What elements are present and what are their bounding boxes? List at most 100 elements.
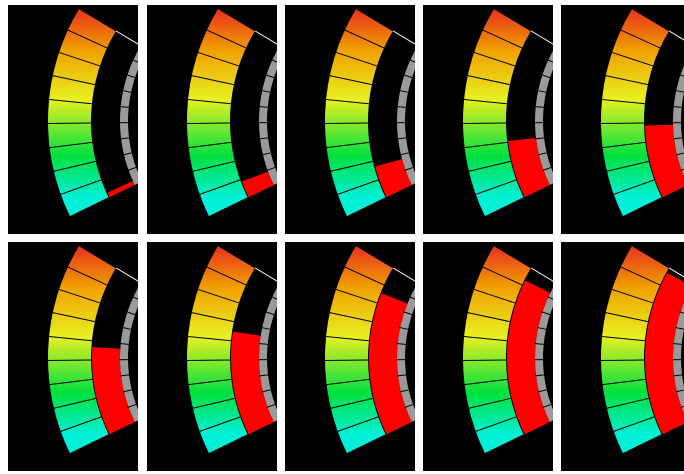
track-divider: [259, 137, 269, 140]
track-divider: [266, 403, 276, 408]
scale-divider: [199, 179, 241, 195]
track-divider: [127, 403, 137, 408]
gauge-track: [397, 50, 415, 185]
track-divider: [271, 59, 277, 63]
scale-end: [493, 245, 532, 269]
scale-divider: [601, 122, 645, 125]
scale-end: [622, 434, 662, 455]
scale-divider: [467, 312, 510, 323]
scale-divider: [463, 359, 507, 362]
scale-divider: [606, 397, 649, 409]
gauge-color-scale: [48, 8, 116, 217]
track-divider: [132, 296, 138, 300]
track-divider: [547, 296, 553, 300]
scale-divider: [473, 51, 516, 67]
track-divider: [271, 296, 277, 300]
scale-divider: [606, 160, 649, 172]
gauge-top-cap: [668, 30, 684, 41]
gauge-panel-2: [147, 5, 277, 234]
track-divider: [265, 311, 275, 316]
scale-divider: [197, 288, 240, 304]
gauge-level-fill: [645, 272, 684, 435]
gauge-color-scale: [463, 8, 531, 217]
track-divider: [122, 89, 132, 93]
track-divider: [404, 166, 414, 171]
track-divider: [409, 59, 415, 63]
gauge-panel-10: [561, 242, 684, 471]
scale-end: [493, 8, 532, 32]
track-divider: [673, 374, 683, 377]
track-divider: [122, 326, 132, 330]
track-divider: [261, 326, 271, 330]
scale-divider: [335, 51, 378, 67]
scale-divider: [206, 266, 247, 286]
scale-divider: [49, 141, 93, 149]
scale-divider: [330, 397, 373, 409]
scale-divider: [191, 312, 234, 323]
scale-divider: [52, 312, 95, 323]
scale-end: [208, 197, 248, 218]
track-divider: [397, 374, 407, 377]
track-divider: [120, 374, 130, 377]
track-divider: [399, 389, 409, 393]
scale-divider: [602, 378, 646, 386]
scale-divider: [620, 266, 661, 286]
gauge-panel-1: [8, 5, 138, 234]
gauge-track: [535, 50, 553, 185]
scale-divider: [605, 312, 648, 323]
scale-end: [484, 434, 524, 455]
scale-divider: [188, 141, 232, 149]
gauge-top-cap: [530, 267, 553, 282]
scale-divider: [605, 75, 648, 86]
scale-end: [217, 245, 256, 269]
scale-divider: [611, 51, 654, 67]
gauge-color-scale: [601, 245, 669, 454]
gauge-track: [397, 287, 415, 422]
track-divider: [122, 152, 132, 156]
gauge-panel-8: [285, 242, 415, 471]
track-divider: [119, 105, 129, 108]
scale-end: [484, 197, 524, 218]
track-divider: [126, 311, 136, 316]
scale-divider: [53, 160, 96, 172]
scale-end: [346, 434, 386, 455]
track-divider: [542, 403, 552, 408]
scale-end: [69, 434, 109, 455]
scale-end: [355, 245, 394, 269]
track-divider: [399, 89, 409, 93]
gauge-level-fill: [375, 159, 412, 198]
track-divider: [119, 342, 129, 345]
scale-end: [217, 8, 256, 32]
scale-divider: [188, 378, 232, 386]
scale-divider: [337, 416, 379, 432]
scale-divider: [206, 29, 247, 49]
scale-divider: [197, 51, 240, 67]
scale-divider: [49, 378, 93, 386]
gauge-top-cap: [254, 267, 277, 282]
track-divider: [535, 374, 545, 377]
gauge-panel-5: [561, 5, 684, 234]
gauge-top-cap: [115, 30, 138, 45]
scale-divider: [188, 335, 231, 342]
scale-end: [631, 8, 670, 32]
scale-divider: [613, 416, 655, 432]
gauge-color-scale: [187, 245, 255, 454]
scale-end: [78, 245, 117, 269]
track-divider: [261, 89, 271, 93]
track-divider: [396, 105, 406, 108]
scale-divider: [464, 98, 507, 105]
track-divider: [537, 89, 547, 93]
gauge-top-cap: [115, 267, 138, 282]
scale-divider: [468, 397, 511, 409]
gauge-color-scale: [325, 8, 393, 217]
scale-end: [622, 197, 662, 218]
scale-divider: [329, 75, 372, 86]
scale-divider: [326, 98, 369, 105]
scale-end: [208, 434, 248, 455]
scale-divider: [191, 75, 234, 86]
scale-divider: [464, 335, 507, 342]
gauge-color-scale: [187, 8, 255, 217]
gauge-top-cap: [668, 267, 684, 278]
gauge-track: [673, 302, 684, 414]
